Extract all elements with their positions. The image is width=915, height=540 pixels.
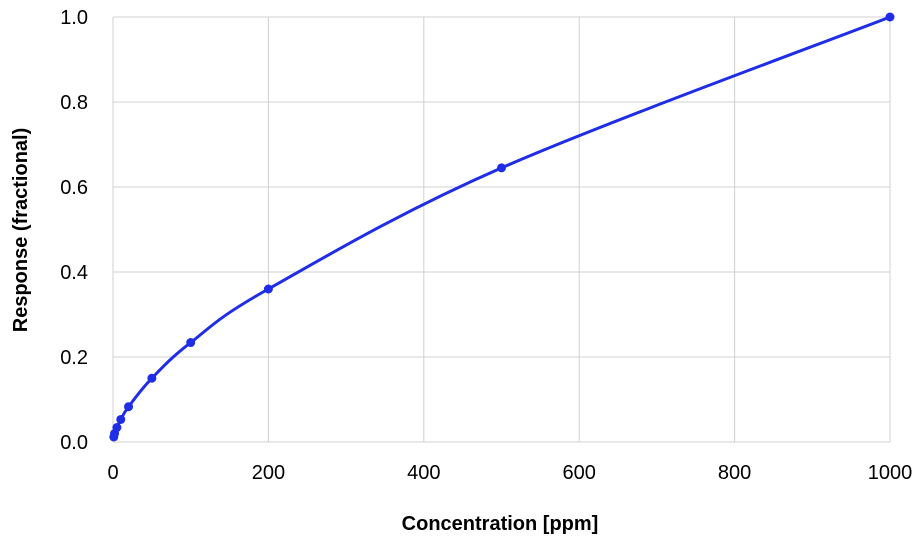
y-tick-label: 0.4 (60, 262, 88, 284)
data-point (112, 423, 122, 433)
data-point (147, 373, 157, 383)
data-point (186, 338, 196, 348)
y-tick-label: 0.2 (60, 347, 88, 369)
x-tick-label: 800 (718, 462, 751, 484)
y-tick-label: 1.0 (60, 7, 88, 29)
series-layer (109, 12, 895, 442)
data-point (263, 284, 273, 294)
series-line (112, 15, 892, 439)
data-point (116, 414, 126, 424)
x-tick-label: 1000 (868, 462, 913, 484)
x-tick-label: 600 (563, 462, 596, 484)
data-point (497, 163, 506, 173)
grid-lines (112, 16, 891, 443)
x-axis-title: Concentration [ppm] (402, 513, 599, 535)
y-axis-title: Response (fractional) (10, 128, 32, 332)
data-point (124, 402, 134, 412)
y-tick-label: 0.6 (60, 177, 88, 199)
x-tick-label: 400 (407, 462, 440, 484)
y-tick-label: 0.0 (60, 432, 88, 454)
x-tick-label: 200 (252, 462, 285, 484)
x-tick-label: 0 (107, 462, 118, 484)
data-point (885, 12, 895, 22)
y-tick-label: 0.8 (60, 92, 88, 114)
tick-labels: 0 200 400 600 800 1000 0.0 0.2 0.4 0.6 0.8 1.0 (60, 7, 912, 484)
